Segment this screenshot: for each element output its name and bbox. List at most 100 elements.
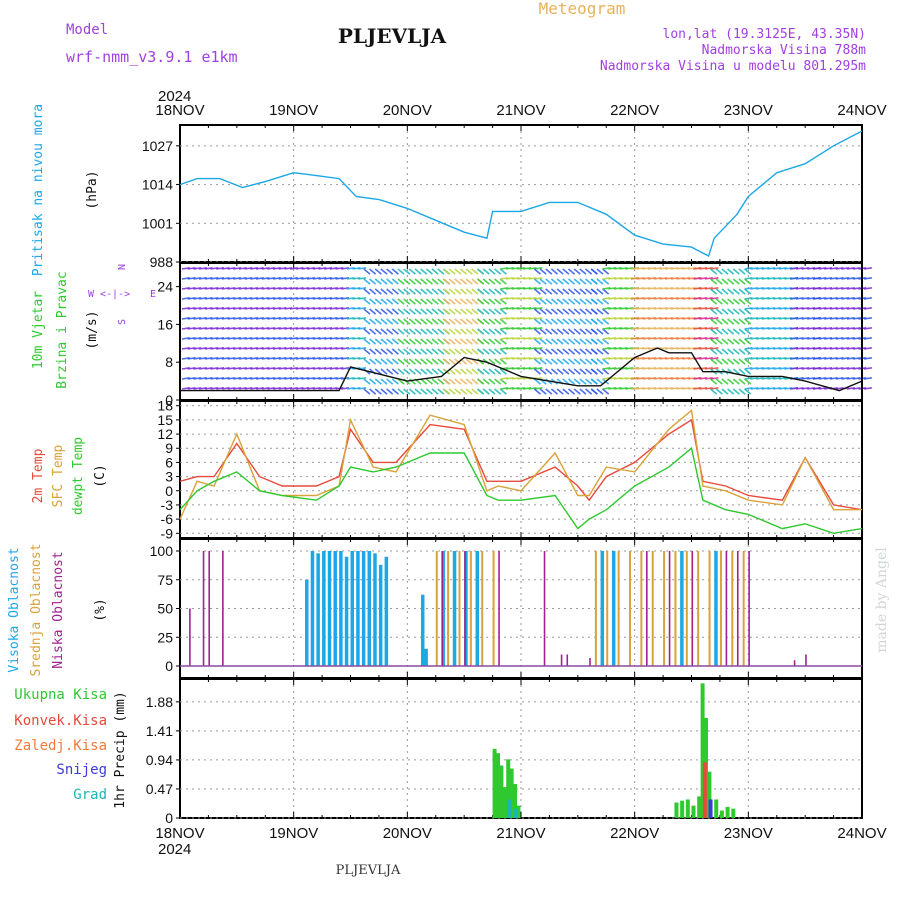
wind-barb	[204, 277, 213, 280]
wind-barb	[585, 278, 593, 285]
wind-barb	[289, 287, 299, 290]
wind-barb	[642, 337, 651, 340]
wind-barb	[477, 328, 485, 335]
wind-barb	[448, 298, 456, 305]
wind-barb	[403, 318, 411, 325]
wind-barb	[448, 268, 456, 275]
wind-barb	[784, 327, 793, 330]
wind-barb	[306, 377, 316, 380]
wind-barb	[727, 268, 735, 275]
mid-cloud-bar	[617, 551, 620, 666]
wind-barb	[312, 337, 321, 340]
wind-barb	[414, 368, 422, 375]
wind-barb	[602, 267, 611, 270]
high-cloud-bar	[327, 551, 332, 666]
wind-barb	[454, 388, 462, 395]
wind-barb	[511, 277, 520, 280]
wind-barb	[505, 357, 514, 360]
bottom-time-tick-label: 23NOV	[724, 825, 773, 842]
wind-barb	[744, 368, 752, 375]
wind-barb	[352, 327, 361, 330]
wind-barb	[579, 268, 587, 275]
wind-barb	[608, 327, 617, 330]
wind-barb	[210, 387, 219, 390]
wind-barb	[744, 338, 752, 345]
wind-barb	[755, 367, 765, 370]
wind-barb	[534, 277, 543, 280]
wind-barb	[374, 368, 382, 375]
wind-barb	[517, 337, 526, 340]
wind-barb	[289, 377, 299, 380]
wind-barb	[301, 387, 310, 390]
wind-barb	[346, 267, 355, 270]
wind-barb	[210, 267, 219, 270]
wind-barb	[210, 277, 219, 280]
wind-barb	[267, 267, 276, 270]
wind-barb	[181, 317, 191, 320]
wind-barb	[602, 387, 611, 390]
wind-barb	[284, 347, 293, 350]
wind-barb	[318, 327, 327, 330]
wind-barb	[391, 378, 399, 385]
wind-barb	[397, 278, 405, 285]
wind-barb	[767, 307, 776, 310]
wind-barb	[431, 388, 439, 395]
wind-barb	[204, 337, 213, 340]
mid-cloud-bar	[731, 551, 734, 666]
wind-barb	[505, 337, 514, 340]
wind-barb	[789, 357, 799, 360]
wind-barb	[312, 267, 321, 270]
wind-barb	[670, 347, 679, 350]
wind-barb	[619, 357, 628, 360]
wind-barb	[448, 308, 456, 315]
wind-barb	[664, 317, 674, 320]
wind-barb	[664, 387, 674, 390]
hail-bar	[507, 799, 512, 818]
wind-barb	[682, 337, 691, 340]
wind-barb	[704, 317, 713, 320]
wind-barb	[625, 357, 634, 360]
wind-barb	[431, 358, 439, 365]
wind-barb	[261, 317, 270, 320]
wind-barb	[221, 377, 230, 380]
wind-barb	[397, 268, 405, 275]
mid-cloud-bar	[481, 551, 484, 666]
wind-barb	[824, 297, 833, 300]
wind-barb	[329, 307, 338, 310]
wind-barb	[670, 267, 679, 270]
wind-barb	[255, 287, 264, 290]
y-tick-label: -6	[161, 511, 174, 527]
wind-barb	[682, 287, 691, 290]
wind-barb	[545, 368, 553, 375]
panels: 1027101410019882416801815129630-3-6-9100…	[142, 124, 873, 826]
wind-barb	[636, 287, 645, 290]
wind-barb	[329, 337, 338, 340]
wind-barb	[267, 297, 276, 300]
wind-barb	[289, 357, 299, 360]
wind-barb	[204, 267, 213, 270]
wind-barb	[630, 337, 640, 340]
wind-barb	[500, 277, 509, 280]
wind-barb	[715, 378, 723, 385]
wind-barb	[181, 307, 191, 310]
product-title: Meteogram	[539, 0, 626, 18]
wind-barb	[602, 268, 610, 275]
wind-barb	[636, 347, 645, 350]
wind-barb	[204, 297, 213, 300]
wind-barb	[341, 337, 350, 340]
wind-barb	[761, 367, 770, 370]
wind-barb	[499, 268, 507, 275]
wind-barb	[250, 317, 259, 320]
wind-barb	[494, 358, 502, 365]
wind-barb	[335, 297, 344, 300]
wind-barb	[664, 337, 674, 340]
wind-barb	[301, 357, 310, 360]
wind-barb	[335, 337, 344, 340]
low-cloud-bar	[725, 551, 728, 666]
wind-barb	[346, 287, 355, 290]
y-tick-label: 25	[157, 629, 173, 645]
wind-barb	[567, 328, 576, 335]
wind-barb	[863, 367, 873, 370]
wind-barb	[477, 338, 485, 345]
wind-barb	[459, 298, 468, 305]
